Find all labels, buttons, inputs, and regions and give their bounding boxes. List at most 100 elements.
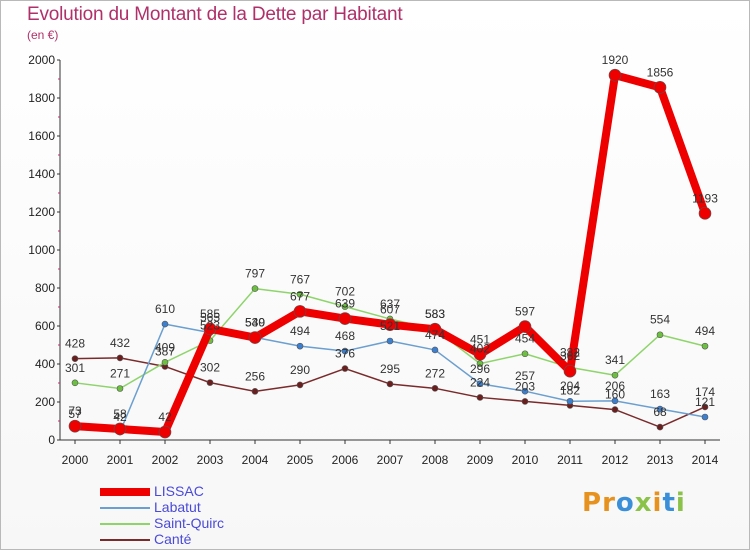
data-point-saint-quirc [116,385,124,392]
data-point-cant- [116,354,124,362]
y-tick-label: 1200 [28,205,55,219]
data-label-labatut: 494 [290,324,310,338]
legend-item: LISSAC [100,483,320,500]
data-point-labatut [431,346,439,354]
data-label-saint-quirc: 341 [605,353,625,367]
data-label-labatut: 121 [695,395,715,409]
legend-label: Saint-Quirc [154,515,225,531]
data-label-cant-: 68 [653,405,667,419]
data-label-lissac: 42 [158,410,172,424]
data-point-lissac [113,422,127,436]
legend-label: LISSAC [154,483,204,499]
data-point-lissac [293,305,307,318]
data-label-cant-: 203 [515,379,535,393]
data-label-saint-quirc: 767 [290,272,310,286]
y-tick-label: 2000 [28,53,55,67]
legend-swatch [100,507,150,509]
x-tick-label: 2007 [377,453,404,467]
y-tick-label: 800 [35,281,55,295]
data-label-cant-: 160 [605,388,625,402]
x-tick-label: 2003 [197,453,224,467]
x-tick-label: 2014 [692,453,719,467]
data-label-cant-: 376 [335,347,355,361]
data-point-labatut [341,347,349,355]
legend-item: Canté [100,531,320,548]
data-point-lissac [653,81,667,94]
data-point-lissac [473,348,487,361]
data-label-lissac: 362 [560,349,580,363]
data-point-cant- [341,365,349,372]
data-point-saint-quirc [71,379,79,387]
data-point-cant- [656,423,664,431]
data-label-lissac: 1856 [647,65,674,79]
data-label-labatut: 468 [335,329,355,343]
y-tick-label: 1600 [28,129,55,143]
data-point-labatut [521,387,529,395]
data-label-cant-: 428 [65,337,85,351]
data-point-labatut [656,405,664,413]
data-point-saint-quirc [656,331,664,339]
data-label-cant-: 432 [110,336,130,350]
data-point-lissac [608,68,622,82]
x-tick-label: 2005 [287,453,314,467]
legend-swatch [100,539,150,541]
data-point-lissac [518,320,532,333]
data-label-lissac: 583 [425,307,445,321]
data-label-saint-quirc: 637 [380,297,400,311]
data-point-labatut [611,397,619,405]
logo-letter: i [675,488,686,518]
data-point-cant- [521,398,529,405]
logo-letter: o [615,488,635,518]
data-label-labatut: 57 [68,407,82,421]
data-point-lissac [338,312,352,325]
legend-label: Canté [154,531,192,547]
data-label-labatut: 206 [605,379,625,393]
x-tick-label: 2006 [332,453,359,467]
x-tick-label: 2009 [467,453,494,467]
data-label-labatut: 521 [380,319,400,333]
data-label-saint-quirc: 409 [155,340,175,354]
data-label-saint-quirc: 494 [695,324,715,338]
data-label-saint-quirc: 702 [335,285,355,299]
data-label-lissac: 597 [515,305,535,319]
data-point-labatut [701,413,709,421]
data-label-lissac: 451 [470,332,490,346]
data-point-cant- [611,406,619,413]
data-point-cant- [71,355,79,362]
data-label-lissac: 1920 [602,53,629,67]
x-tick-label: 2001 [107,453,134,467]
proxiti-logo: Proxiti [582,488,686,518]
data-label-cant-: 295 [380,362,400,376]
data-label-cant-: 224 [470,375,490,389]
data-point-cant- [701,403,709,411]
data-label-labatut: 204 [560,379,580,393]
legend-item: Labatut [100,499,320,516]
legend-label: Labatut [154,499,201,515]
data-point-lissac [203,322,217,336]
data-label-saint-quirc: 583 [425,307,445,321]
data-label-saint-quirc: 382 [560,345,580,359]
data-label-lissac: 58 [113,407,127,421]
data-point-saint-quirc [341,303,349,310]
data-label-saint-quirc: 402 [470,342,490,356]
y-tick-label: 200 [35,395,55,409]
data-point-cant- [476,394,484,401]
data-point-saint-quirc [161,358,169,366]
data-label-lissac: 539 [245,316,265,330]
data-label-saint-quirc: 271 [110,367,130,381]
data-label-cant-: 290 [290,363,310,377]
data-point-saint-quirc [251,285,259,292]
data-label-labatut: 610 [155,302,175,316]
logo-letter: x [634,488,653,518]
data-label-lissac: 1193 [692,191,718,205]
x-tick-label: 2002 [152,453,179,467]
data-label-saint-quirc: 554 [650,313,670,327]
data-label-cant-: 256 [245,369,265,383]
x-tick-label: 2013 [647,453,674,467]
data-point-saint-quirc [476,360,484,367]
data-point-lissac [68,419,82,433]
data-label-labatut: 540 [245,315,265,329]
data-label-cant-: 387 [155,344,175,358]
